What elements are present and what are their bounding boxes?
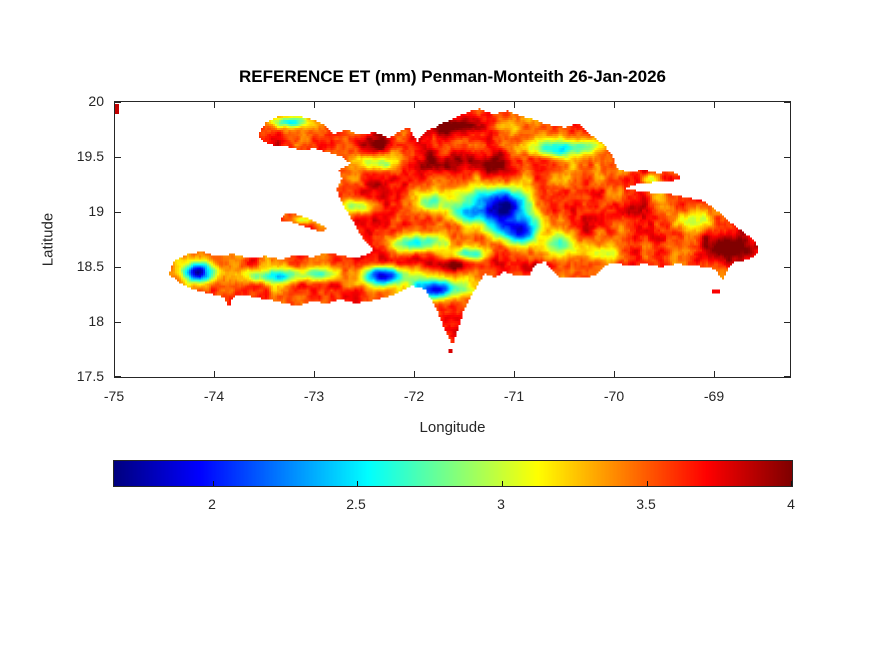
x-axis-label: Longitude xyxy=(419,419,486,436)
x-tick-label: -69 xyxy=(703,388,725,404)
et-heatmap-canvas xyxy=(115,102,790,377)
x-tick-top xyxy=(514,102,515,108)
y-tick xyxy=(115,376,121,377)
x-tick-top xyxy=(414,102,415,108)
y-tick-right xyxy=(784,376,790,377)
x-tick-top xyxy=(314,102,315,108)
colorbar-tick xyxy=(502,481,503,486)
x-tick-label: -72 xyxy=(403,388,425,404)
colorbar-tick xyxy=(647,481,648,486)
y-tick xyxy=(115,267,121,268)
y-tick-label: 18.5 xyxy=(76,258,104,274)
colorbar-tick xyxy=(791,481,792,486)
x-tick-top xyxy=(214,102,215,108)
colorbar-tick-label: 3.5 xyxy=(636,496,656,512)
x-tick xyxy=(614,371,615,377)
chart-title: REFERENCE ET (mm) Penman-Monteith 26-Jan… xyxy=(239,67,666,86)
y-tick-right xyxy=(784,267,790,268)
y-tick xyxy=(115,102,121,103)
x-tick xyxy=(314,371,315,377)
colorbar-tick xyxy=(357,481,358,486)
y-tick-right xyxy=(784,322,790,323)
y-tick-label: 20 xyxy=(88,93,104,109)
y-tick-right xyxy=(784,212,790,213)
y-tick-label: 17.5 xyxy=(76,368,104,384)
colorbar xyxy=(113,460,793,487)
colorbar-tick-label: 2.5 xyxy=(346,496,366,512)
plot-area xyxy=(114,101,791,378)
colorbar-tick-label: 3 xyxy=(497,496,505,512)
y-tick-label: 19 xyxy=(88,203,104,219)
x-tick xyxy=(114,371,115,377)
x-tick xyxy=(214,371,215,377)
colorbar-gradient-canvas xyxy=(114,461,792,486)
y-tick xyxy=(115,212,121,213)
y-tick-label: 18 xyxy=(88,313,104,329)
x-tick xyxy=(414,371,415,377)
x-tick-label: -75 xyxy=(103,388,125,404)
x-tick xyxy=(714,371,715,377)
y-tick-right xyxy=(784,102,790,103)
colorbar-tick-label: 2 xyxy=(208,496,216,512)
x-tick-top xyxy=(714,102,715,108)
x-tick-top xyxy=(614,102,615,108)
y-tick-label: 19.5 xyxy=(76,148,104,164)
y-tick xyxy=(115,157,121,158)
x-tick-label: -73 xyxy=(303,388,325,404)
x-tick-top xyxy=(114,102,115,108)
colorbar-tick xyxy=(213,481,214,486)
x-tick-label: -71 xyxy=(503,388,525,404)
x-tick-label: -70 xyxy=(603,388,625,404)
y-tick xyxy=(115,322,121,323)
colorbar-tick-label: 4 xyxy=(787,496,795,512)
y-tick-right xyxy=(784,157,790,158)
x-tick-label: -74 xyxy=(203,388,225,404)
x-tick xyxy=(514,371,515,377)
